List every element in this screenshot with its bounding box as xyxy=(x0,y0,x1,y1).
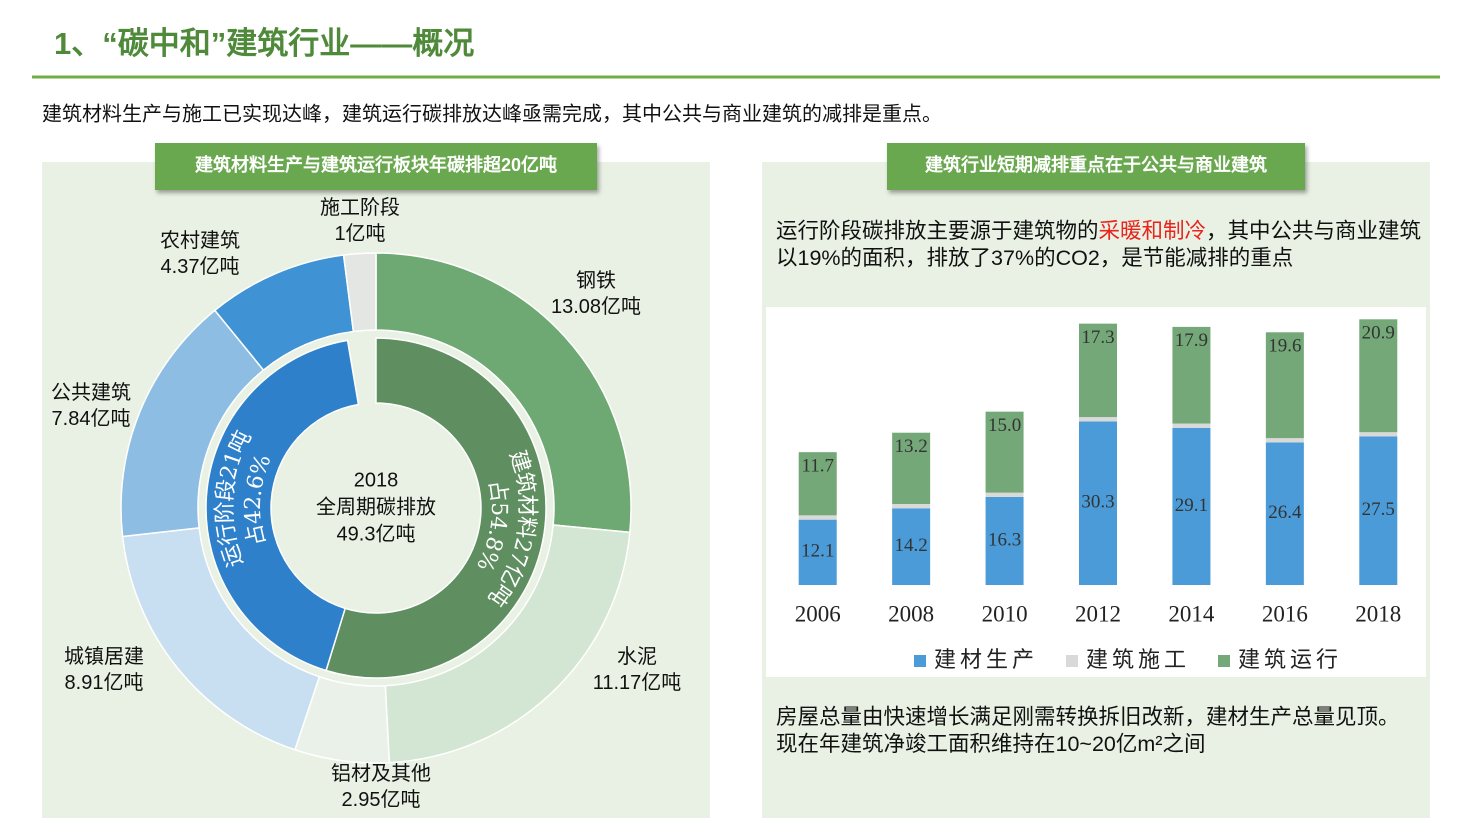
category: 铝材及其他 xyxy=(331,762,431,785)
bar-segment xyxy=(798,519,837,585)
center-label: 2018 xyxy=(354,469,399,491)
value-label: 20.9 xyxy=(1362,323,1395,344)
value-label: 17.9 xyxy=(1175,330,1208,351)
category: 钢铁 xyxy=(576,269,616,292)
value-label: 13.08亿吨 xyxy=(551,295,641,318)
bar-segment xyxy=(985,411,1024,493)
bar-segment xyxy=(798,452,837,516)
x-tick-label: 2012 xyxy=(1075,601,1121,626)
bar-segment xyxy=(1359,436,1398,585)
value-label: 1亿吨 xyxy=(334,222,385,245)
bar-segment xyxy=(892,504,931,509)
legend-swatch xyxy=(1218,655,1230,667)
bar-segment xyxy=(892,432,931,504)
bar-segment xyxy=(1172,427,1211,585)
category: 水泥 xyxy=(617,645,657,668)
outer-segment xyxy=(384,524,631,764)
value-label: 27.5 xyxy=(1362,499,1395,520)
bar-segment xyxy=(1079,323,1117,418)
legend-label: 建材生产 xyxy=(934,647,1038,672)
bar-segment xyxy=(985,492,1024,497)
bar-segment xyxy=(985,496,1024,585)
bar-segment xyxy=(1265,442,1304,585)
outer-segment xyxy=(342,252,377,333)
bar-segment xyxy=(1172,326,1211,424)
outer-label: 农村建筑 4.37亿吨 xyxy=(160,229,240,278)
x-tick-label: 2006 xyxy=(795,601,841,626)
outer-label: 铝材及其他 2.95亿吨 xyxy=(331,762,431,811)
right-heading: 建筑行业短期减排重点在于公共与商业建筑 xyxy=(925,154,1267,175)
center-label: 全周期碳排放 xyxy=(316,495,436,518)
inner-segment xyxy=(325,337,547,679)
value-label: 26.4 xyxy=(1268,502,1302,523)
value-label: 14.2 xyxy=(895,535,928,556)
outer-label: 水泥 11.17亿吨 xyxy=(593,645,682,694)
x-tick-label: 2008 xyxy=(888,601,934,626)
title: 1、“碳中和”建筑行业——概况 xyxy=(54,26,474,61)
legend-label: 建筑施工 xyxy=(1086,647,1190,672)
value-label: 12.1 xyxy=(801,541,834,562)
right-text: 运行阶段碳排放主要源于建筑物的采暖和制冷，其中公共与商业建筑以19%的面积，排放… xyxy=(776,218,1426,272)
bar-segment xyxy=(1079,417,1117,422)
value-label: 16.3 xyxy=(988,529,1021,550)
center-hole xyxy=(272,404,480,612)
legend-swatch xyxy=(914,655,926,667)
value-label: 13.2 xyxy=(895,436,928,457)
value-label: 29.1 xyxy=(1175,495,1208,516)
value-label: 4.37亿吨 xyxy=(161,255,240,278)
value-label: 15.0 xyxy=(988,415,1021,436)
x-tick-label: 2014 xyxy=(1168,601,1215,626)
x-tick-label: 2010 xyxy=(982,601,1028,626)
right-heading-box xyxy=(887,143,1305,190)
text: ，其中公共与商业建筑以19%的面积，排放了37%的CO2，是节能减排的重点 xyxy=(776,219,1422,270)
text: 运行阶段碳排放主要源于建筑物的 xyxy=(776,219,1099,243)
category: 农村建筑 xyxy=(160,229,240,252)
bar-segment xyxy=(892,508,931,585)
category: 公共建筑 xyxy=(51,381,131,404)
outer-label: 施工阶段 1亿吨 xyxy=(320,196,400,245)
value-label: 17.3 xyxy=(1081,327,1114,348)
bar-segment xyxy=(1265,332,1304,439)
value-label: 19.6 xyxy=(1268,336,1301,357)
value-label: 7.84亿吨 xyxy=(52,407,131,430)
bar-segment xyxy=(1265,438,1304,443)
legend-swatch xyxy=(1066,655,1078,667)
left-heading: 建筑材料生产与建筑运行板块年碳排超20亿吨 xyxy=(195,154,557,175)
bar-segment xyxy=(1359,432,1398,437)
inner-segment xyxy=(205,339,360,672)
outer-label: 公共建筑 7.84亿吨 xyxy=(51,381,131,430)
footnote-line: 房屋总量由快速增长满足刚需转换拆旧改新，建材生产总量见顶。 xyxy=(776,705,1400,729)
outer-label: 城镇居建 8.91亿吨 xyxy=(64,645,144,694)
x-tick-label: 2016 xyxy=(1262,601,1308,626)
center-label: 49.3亿吨 xyxy=(337,522,416,545)
bar-segment xyxy=(1172,423,1211,428)
bar-segment xyxy=(798,515,837,520)
footnote: 房屋总量由快速增长满足刚需转换拆旧改新，建材生产总量见顶。 现在年建筑净竣工面积维… xyxy=(776,704,1400,758)
value-label: 2.95亿吨 xyxy=(342,788,421,811)
outer-label: 钢铁 13.08亿吨 xyxy=(551,269,641,318)
value-label: 11.17亿吨 xyxy=(593,671,682,694)
x-tick-label: 2018 xyxy=(1355,601,1401,626)
legend-label: 建筑运行 xyxy=(1238,647,1342,672)
value-label: 30.3 xyxy=(1081,492,1114,513)
outer-segment xyxy=(375,252,632,534)
footnote-line: 现在年建筑净竣工面积维持在10~20亿m²之间 xyxy=(776,732,1206,756)
bar-segment xyxy=(1359,319,1398,433)
value-label: 8.91亿吨 xyxy=(65,671,144,694)
bar-segment xyxy=(1079,421,1117,585)
category: 城镇居建 xyxy=(64,645,144,668)
left-heading-box xyxy=(155,143,597,190)
subtitle: 建筑材料生产与施工已实现达峰，建筑运行碳排放达峰亟需完成，其中公共与商业建筑的减… xyxy=(42,102,942,125)
category: 施工阶段 xyxy=(320,196,400,219)
value-label: 11.7 xyxy=(801,456,834,477)
bar-chart: 12.1 11.7 2006 14.2 13.2 2008 16.3 15.0 2010 30.3… xyxy=(795,319,1401,672)
highlight: 采暖和制冷 xyxy=(1098,219,1207,243)
